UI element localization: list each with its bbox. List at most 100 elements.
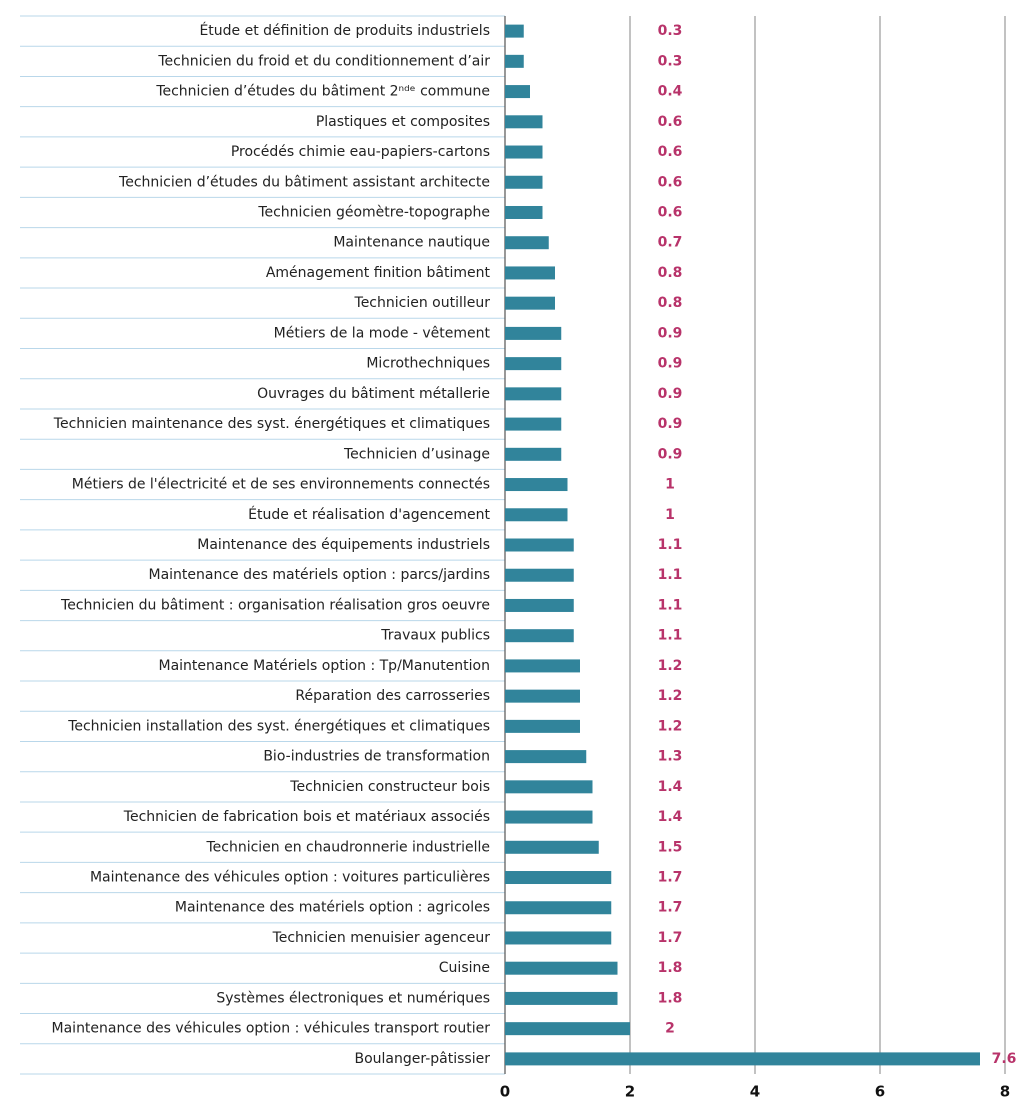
x-tick-label: 8 <box>1000 1083 1010 1099</box>
bar <box>505 991 618 1005</box>
category-label: Microthechniques <box>366 356 490 372</box>
bar <box>505 871 612 885</box>
category-label: Technicien d’études du bâtiment assistan… <box>118 174 490 190</box>
category-label: Maintenance des véhicules option : voitu… <box>90 870 490 886</box>
value-label: 1.1 <box>658 597 683 613</box>
value-label: 1.8 <box>658 960 683 976</box>
value-label: 0.7 <box>658 235 683 251</box>
bar <box>505 538 574 552</box>
value-label: 0.9 <box>658 386 683 402</box>
bar <box>505 750 587 764</box>
value-label: 1.8 <box>658 990 683 1006</box>
bar <box>505 629 574 643</box>
value-label: 0.9 <box>658 416 683 432</box>
category-label: Technicien en chaudronnerie industrielle <box>205 839 490 855</box>
value-label: 1.3 <box>658 749 683 765</box>
category-label: Maintenance des véhicules option : véhic… <box>52 1021 491 1037</box>
value-label: 1 <box>665 507 675 523</box>
category-label: Technicien installation des syst. énergé… <box>67 718 490 734</box>
value-label: 1.1 <box>658 567 683 583</box>
bar <box>505 387 562 401</box>
value-label: 0.4 <box>658 84 683 100</box>
category-label: Cuisine <box>439 960 490 976</box>
bar <box>505 568 574 582</box>
value-label: 0.6 <box>658 174 683 190</box>
category-label: Étude et définition de produits industri… <box>199 22 490 39</box>
value-label: 0.9 <box>658 325 683 341</box>
value-label: 1.5 <box>658 839 683 855</box>
bar <box>505 689 580 703</box>
category-label: Métiers de l'électricité et de ses envir… <box>72 477 490 493</box>
bar <box>505 719 580 733</box>
bar <box>505 780 593 794</box>
bar <box>505 417 562 431</box>
value-label: 2 <box>665 1021 675 1037</box>
value-label: 1.2 <box>658 688 683 704</box>
category-label: Maintenance des matériels option : agric… <box>175 900 490 916</box>
category-label: Maintenance nautique <box>333 235 490 251</box>
category-label: Technicien du froid et du conditionnemen… <box>157 53 490 69</box>
category-label: Technicien maintenance des syst. énergét… <box>53 416 490 432</box>
bar <box>505 1022 630 1036</box>
x-tick-label: 6 <box>875 1083 885 1099</box>
category-label: Systèmes électroniques et numériques <box>216 990 490 1006</box>
category-label: Technicien d’études du bâtiment 2ⁿᵈᵉ com… <box>155 84 490 100</box>
bar <box>505 54 524 68</box>
category-label: Travaux publics <box>380 628 490 644</box>
bar <box>505 266 555 280</box>
bar <box>505 296 555 310</box>
value-label: 1.2 <box>658 658 683 674</box>
value-label: 0.3 <box>658 23 683 39</box>
bar <box>505 961 618 975</box>
category-label: Technicien constructeur bois <box>289 779 490 795</box>
category-label: Maintenance des matériels option : parcs… <box>149 567 491 583</box>
value-label: 0.3 <box>658 53 683 69</box>
value-label: 1.7 <box>658 900 683 916</box>
category-label: Technicien d’usinage <box>343 446 490 462</box>
bar <box>505 659 580 673</box>
value-label: 1.7 <box>658 930 683 946</box>
value-label: 0.9 <box>658 356 683 372</box>
category-label: Technicien géomètre-topographe <box>257 204 490 220</box>
x-tick-label: 4 <box>750 1083 760 1099</box>
value-label: 1.7 <box>658 870 683 886</box>
category-label: Métiers de la mode - vêtement <box>274 325 491 341</box>
bar <box>505 901 612 915</box>
category-label: Technicien menuisier agenceur <box>272 930 491 946</box>
value-label: 1.1 <box>658 628 683 644</box>
category-label: Technicien outilleur <box>354 295 491 311</box>
category-label: Réparation des carrosseries <box>295 688 490 704</box>
category-label: Bio-industries de transformation <box>263 749 490 765</box>
bar <box>505 115 543 129</box>
bar <box>505 931 612 945</box>
bar <box>505 1052 980 1066</box>
value-label: 0.8 <box>658 265 683 281</box>
bar <box>505 326 562 340</box>
category-label: Maintenance Matériels option : Tp/Manute… <box>158 658 490 674</box>
category-label: Plastiques et composites <box>316 114 490 130</box>
bar <box>505 447 562 461</box>
category-label: Ouvrages du bâtiment métallerie <box>257 386 490 402</box>
bar <box>505 598 574 612</box>
bar <box>505 478 568 492</box>
category-label: Procédés chimie eau-papiers-cartons <box>231 144 490 160</box>
value-label: 0.8 <box>658 295 683 311</box>
bar <box>505 357 562 371</box>
value-label: 0.6 <box>658 204 683 220</box>
bar <box>505 145 543 159</box>
value-label: 1.4 <box>658 779 683 795</box>
bar <box>505 236 549 250</box>
value-label: 0.6 <box>658 144 683 160</box>
bar <box>505 508 568 522</box>
bar <box>505 24 524 38</box>
category-label: Technicien de fabrication bois et matéri… <box>123 809 490 825</box>
bar <box>505 840 599 854</box>
value-label: 1.1 <box>658 537 683 553</box>
bar <box>505 85 530 99</box>
value-label: 1.2 <box>658 718 683 734</box>
category-label: Boulanger-pâtissier <box>355 1051 491 1067</box>
value-label: 7.6 <box>992 1051 1017 1067</box>
category-label: Étude et réalisation d'agencement <box>248 506 490 523</box>
value-label: 0.6 <box>658 114 683 130</box>
